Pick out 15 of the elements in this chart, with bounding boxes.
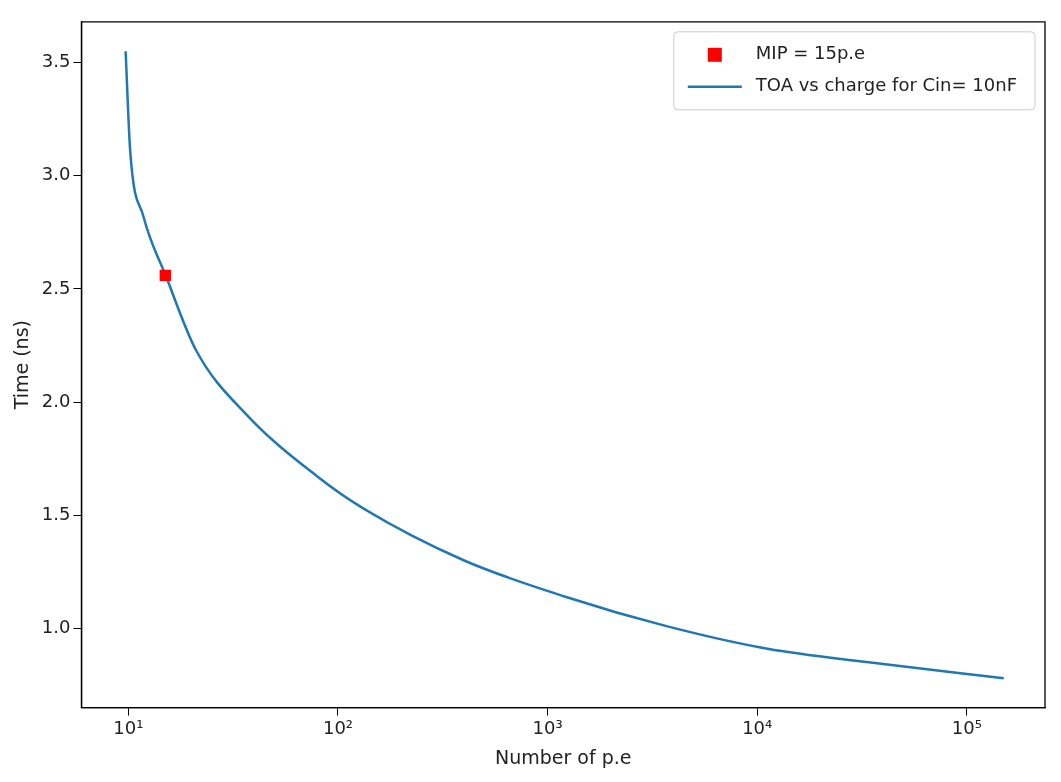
x-axis-title: Number of p.e — [494, 745, 632, 768]
legend-label: TOA vs charge for Cin= 10nF — [754, 74, 1018, 96]
x-tick-label: 10² — [322, 717, 354, 739]
y-tick-label: 2.0 — [41, 389, 71, 411]
y-tick-label: 1.0 — [41, 616, 71, 638]
y-axis-title: Time (ns) — [10, 320, 33, 411]
y-tick-label: 2.5 — [41, 276, 71, 298]
x-tick-label: 10⁵ — [951, 717, 982, 739]
y-tick-label: 3.5 — [41, 50, 71, 72]
x-tick-label: 10¹ — [113, 717, 144, 739]
x-tick-label: 10⁴ — [742, 717, 773, 739]
x-tick-label: 10³ — [532, 717, 563, 739]
y-tick-label: 1.5 — [41, 502, 71, 524]
y-tick-label: 3.0 — [41, 163, 71, 185]
legend-label: MIP = 15p.e — [755, 42, 866, 64]
